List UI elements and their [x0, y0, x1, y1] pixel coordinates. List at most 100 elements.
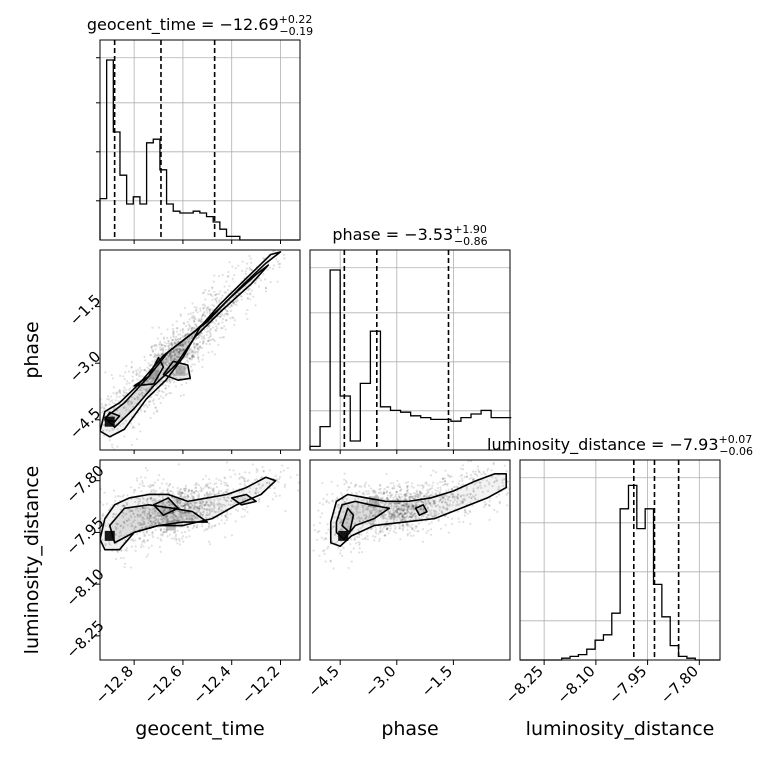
sample-point	[158, 521, 162, 525]
sample-point	[206, 500, 209, 503]
sample-point	[403, 512, 407, 515]
sample-point	[193, 502, 196, 505]
sample-point	[196, 355, 200, 359]
sample-point	[488, 499, 491, 503]
sample-point	[445, 495, 449, 498]
sample-point	[183, 511, 186, 515]
sample-point	[175, 519, 178, 522]
sample-point	[325, 531, 328, 535]
sample-point	[434, 509, 437, 513]
sample-point	[197, 484, 201, 487]
sample-point	[193, 508, 196, 511]
sample-point	[339, 552, 342, 555]
sample-point	[365, 500, 369, 503]
sample-point	[125, 408, 128, 411]
sample-point	[479, 484, 482, 487]
sample-point	[138, 393, 141, 396]
sample-point	[155, 385, 158, 388]
sample-point	[426, 492, 429, 495]
sample-point	[224, 491, 227, 494]
sample-point	[501, 481, 504, 484]
sample-point	[406, 509, 409, 512]
sample-point	[175, 340, 178, 343]
sample-point	[184, 495, 188, 499]
sample-point	[437, 512, 440, 515]
sample-point	[143, 485, 146, 488]
sample-point	[402, 504, 405, 507]
sample-point	[171, 511, 174, 514]
sample-point	[173, 350, 176, 353]
sample-point	[168, 352, 171, 355]
sample-point	[219, 290, 222, 293]
sample-point	[371, 514, 374, 518]
sample-point	[379, 487, 382, 491]
sample-point	[174, 351, 177, 354]
sample-point	[221, 505, 224, 509]
sample-point	[219, 336, 222, 339]
histogram-phase	[309, 269, 512, 450]
sample-point	[488, 518, 491, 522]
sample-point	[481, 491, 485, 494]
sample-point	[155, 489, 158, 492]
sample-point	[144, 509, 147, 513]
sample-point	[369, 528, 373, 531]
sample-point	[465, 475, 469, 478]
sample-point	[118, 395, 122, 398]
sample-point	[506, 504, 509, 507]
sample-point	[179, 511, 182, 515]
sample-point	[184, 340, 187, 343]
sample-point	[158, 353, 161, 356]
sample-point	[167, 340, 170, 343]
sample-point	[204, 474, 207, 478]
sample-point	[412, 507, 415, 510]
sample-point	[171, 516, 174, 519]
sample-point	[161, 348, 165, 351]
sample-point	[407, 505, 410, 508]
sample-point	[215, 329, 218, 332]
sample-point	[183, 487, 186, 490]
sample-point	[154, 519, 157, 522]
sample-point	[189, 348, 192, 352]
sample-point	[121, 495, 124, 498]
sample-point	[147, 513, 151, 516]
sample-point	[206, 511, 209, 514]
sample-point	[176, 516, 179, 519]
sample-point	[190, 506, 193, 510]
sample-point	[168, 503, 171, 506]
sample-point	[135, 497, 138, 500]
sample-point	[461, 500, 464, 503]
sample-point	[398, 485, 401, 489]
sample-point	[396, 484, 400, 488]
sample-point	[187, 332, 190, 335]
sample-point	[180, 348, 183, 352]
sample-point	[442, 505, 445, 508]
sample-point	[399, 512, 402, 515]
sample-point	[187, 502, 190, 505]
sample-point	[379, 530, 382, 533]
sample-point	[209, 335, 212, 338]
sample-point	[318, 521, 321, 525]
sample-point	[167, 347, 170, 351]
sample-point	[401, 509, 405, 512]
sample-point	[213, 290, 216, 293]
sample-point	[189, 347, 192, 350]
sample-point	[402, 498, 406, 502]
sample-point	[236, 299, 240, 302]
sample-point	[358, 543, 361, 547]
sample-point	[409, 506, 413, 510]
sample-point	[246, 510, 249, 514]
sample-point	[179, 501, 182, 504]
sample-point	[391, 509, 395, 512]
sample-point	[176, 353, 179, 356]
sample-point	[361, 492, 364, 495]
sample-point	[435, 505, 438, 508]
sample-point	[283, 483, 287, 486]
sample-point	[378, 488, 381, 491]
sample-point	[376, 494, 379, 497]
sample-point	[388, 513, 391, 516]
sample-point	[411, 528, 414, 531]
sample-point	[145, 387, 148, 390]
sample-point	[153, 355, 156, 359]
sample-point	[400, 495, 404, 499]
